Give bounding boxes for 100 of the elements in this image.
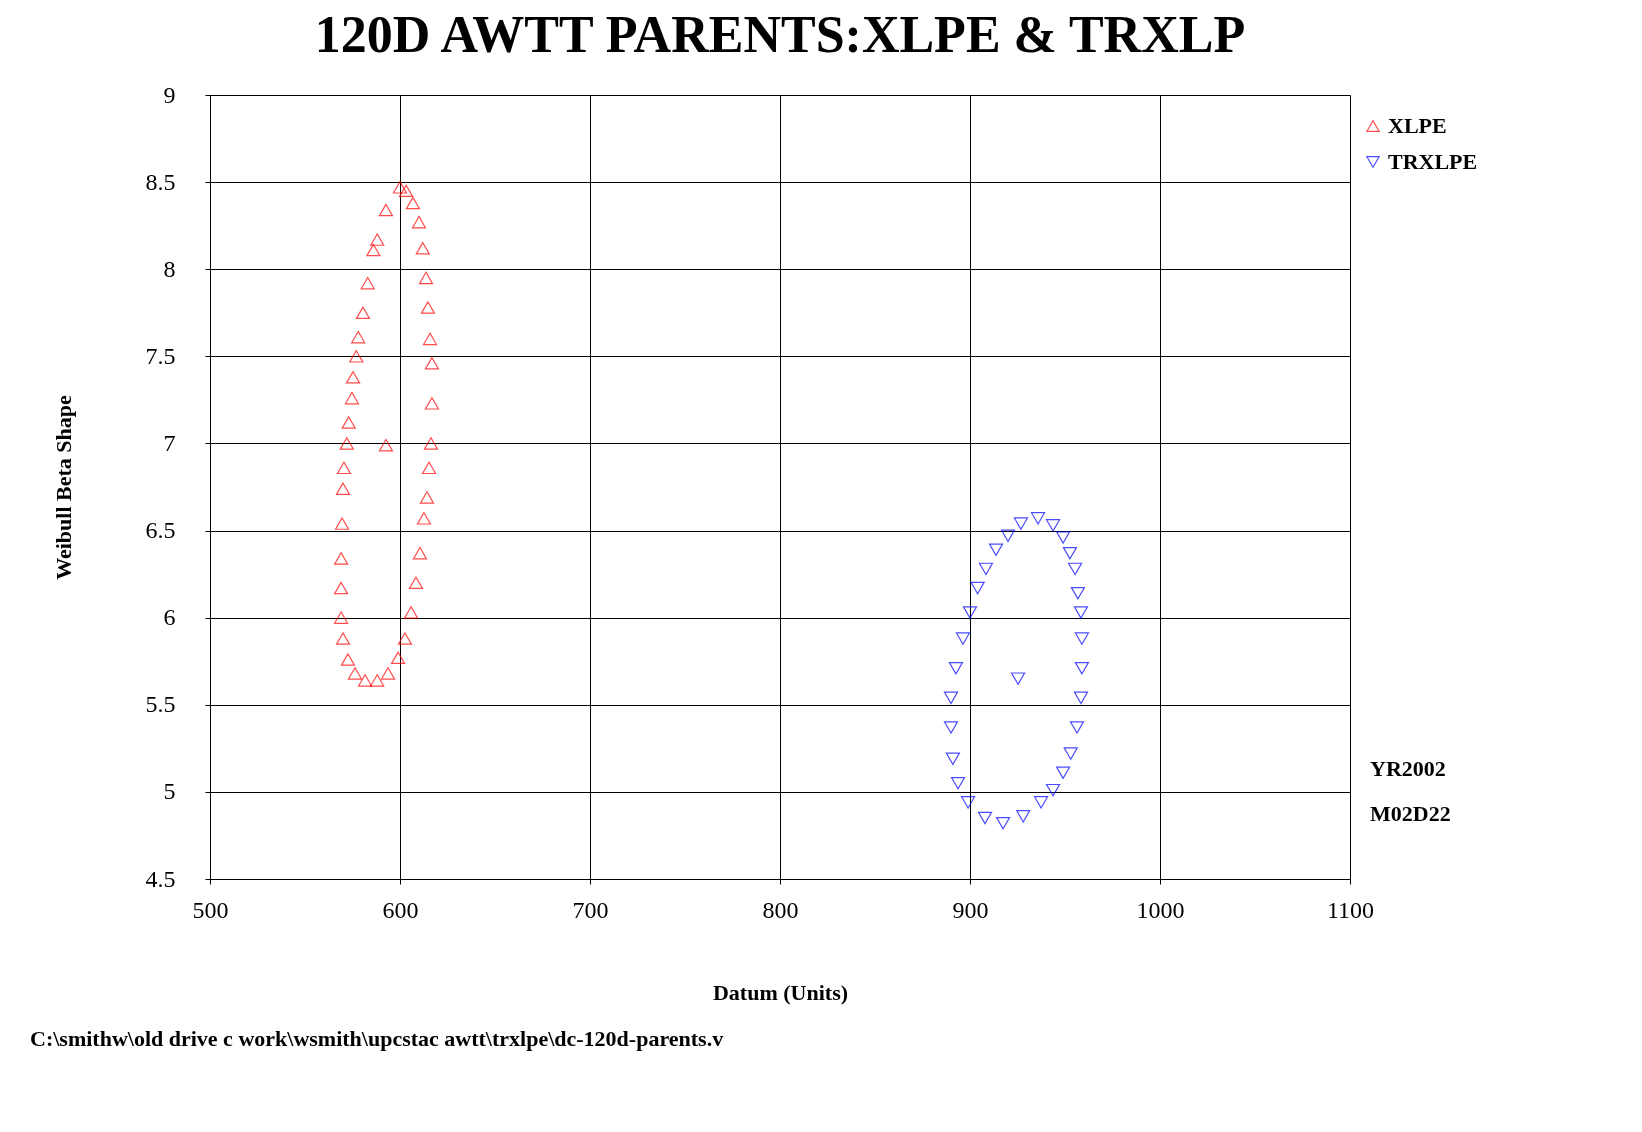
y-tick-label: 8.5: [145, 168, 176, 195]
point: [397, 632, 413, 645]
point: [378, 438, 394, 452]
point: [970, 581, 985, 595]
point: [405, 196, 421, 210]
text: C:\smithw\old drive c work\wsmith\upcstac awtt\trxlpe\dc-120d-parents.v: [30, 1026, 724, 1051]
point: [943, 691, 959, 705]
point: [419, 491, 435, 504]
point: [355, 306, 371, 320]
point: [423, 437, 439, 450]
point: [415, 242, 430, 255]
point: [403, 606, 419, 619]
point: [988, 543, 1004, 556]
point: [333, 552, 349, 565]
y-tick-label: 7: [163, 429, 176, 456]
point: [1013, 517, 1029, 530]
point: [390, 651, 406, 664]
point: [392, 181, 408, 194]
point: [345, 370, 361, 384]
legend-label: XLPE: [1388, 113, 1447, 138]
y-axis-title: Weibull Beta Shape: [50, 394, 76, 580]
point: [347, 667, 363, 680]
point: [1074, 632, 1090, 645]
point: [995, 817, 1011, 830]
text: M02D22: [1370, 801, 1451, 826]
point: [360, 276, 375, 290]
y-tick-label: 5: [163, 778, 176, 805]
point: [948, 661, 964, 675]
point: [418, 271, 434, 285]
point: [1000, 529, 1016, 543]
point: [943, 721, 959, 734]
legend-label: TRXLPE: [1388, 149, 1478, 174]
point: [420, 301, 436, 314]
point: [335, 632, 351, 645]
point: [370, 674, 385, 687]
x-axis-title: Datum (Units): [712, 979, 849, 1005]
point: [1063, 747, 1078, 760]
point: [398, 184, 414, 198]
point: [416, 512, 432, 525]
point: [422, 332, 438, 346]
point: [1030, 512, 1046, 525]
y-tick-label: 6: [163, 604, 176, 631]
point: [1073, 691, 1089, 705]
point: [380, 667, 396, 680]
point: [351, 330, 366, 344]
y-tick-label: 7.5: [145, 342, 176, 369]
point: [978, 562, 994, 576]
point: [344, 391, 360, 405]
text: YR2002: [1370, 756, 1446, 781]
point: [955, 632, 971, 645]
point: [378, 203, 394, 217]
point: [1074, 661, 1090, 675]
point: [366, 243, 381, 257]
point: [1010, 672, 1026, 685]
point: [1070, 587, 1086, 600]
point: [1045, 783, 1061, 797]
point: [1062, 546, 1078, 560]
point: [349, 350, 364, 363]
y-tick-label: 6.5: [145, 517, 176, 544]
point: [945, 752, 961, 766]
x-tick-label: 700: [572, 896, 609, 923]
point: [977, 811, 993, 825]
point: [370, 233, 385, 246]
chart-title: 120D AWTT PARENTS:XLPE & TRXLP: [314, 6, 1246, 63]
x-tick-label: 800: [762, 896, 799, 923]
point: [1055, 531, 1071, 544]
point: [357, 674, 373, 687]
point: [333, 581, 349, 595]
point: [962, 606, 978, 619]
y-tick-label: 5.5: [145, 691, 176, 718]
point: [424, 397, 440, 410]
point: [1055, 766, 1071, 779]
point: [1033, 796, 1049, 809]
point: [339, 437, 354, 450]
x-tick-label: 1100: [1326, 896, 1375, 923]
point: [340, 653, 356, 666]
point: [950, 776, 966, 790]
point: [1069, 721, 1085, 734]
point: [408, 576, 424, 590]
point: [1016, 810, 1031, 823]
point: [1067, 562, 1083, 576]
point: [333, 611, 349, 624]
point: [336, 461, 352, 475]
point: [334, 517, 350, 530]
y-tick-label: 4.5: [145, 865, 176, 892]
point: [1045, 519, 1061, 532]
point: [335, 482, 351, 495]
point: [424, 357, 440, 370]
point: [411, 215, 427, 229]
point: [960, 796, 976, 809]
point: [412, 546, 428, 560]
point: [1073, 606, 1089, 619]
x-tick-label: 1000: [1136, 896, 1185, 923]
y-tick-label: 9: [163, 81, 176, 108]
y-tick-label: 8: [163, 255, 176, 282]
x-tick-label: 500: [192, 896, 229, 923]
x-tick-label: 900: [952, 896, 989, 923]
point: [421, 461, 437, 475]
point: [341, 416, 356, 429]
x-tick-label: 600: [382, 896, 419, 923]
